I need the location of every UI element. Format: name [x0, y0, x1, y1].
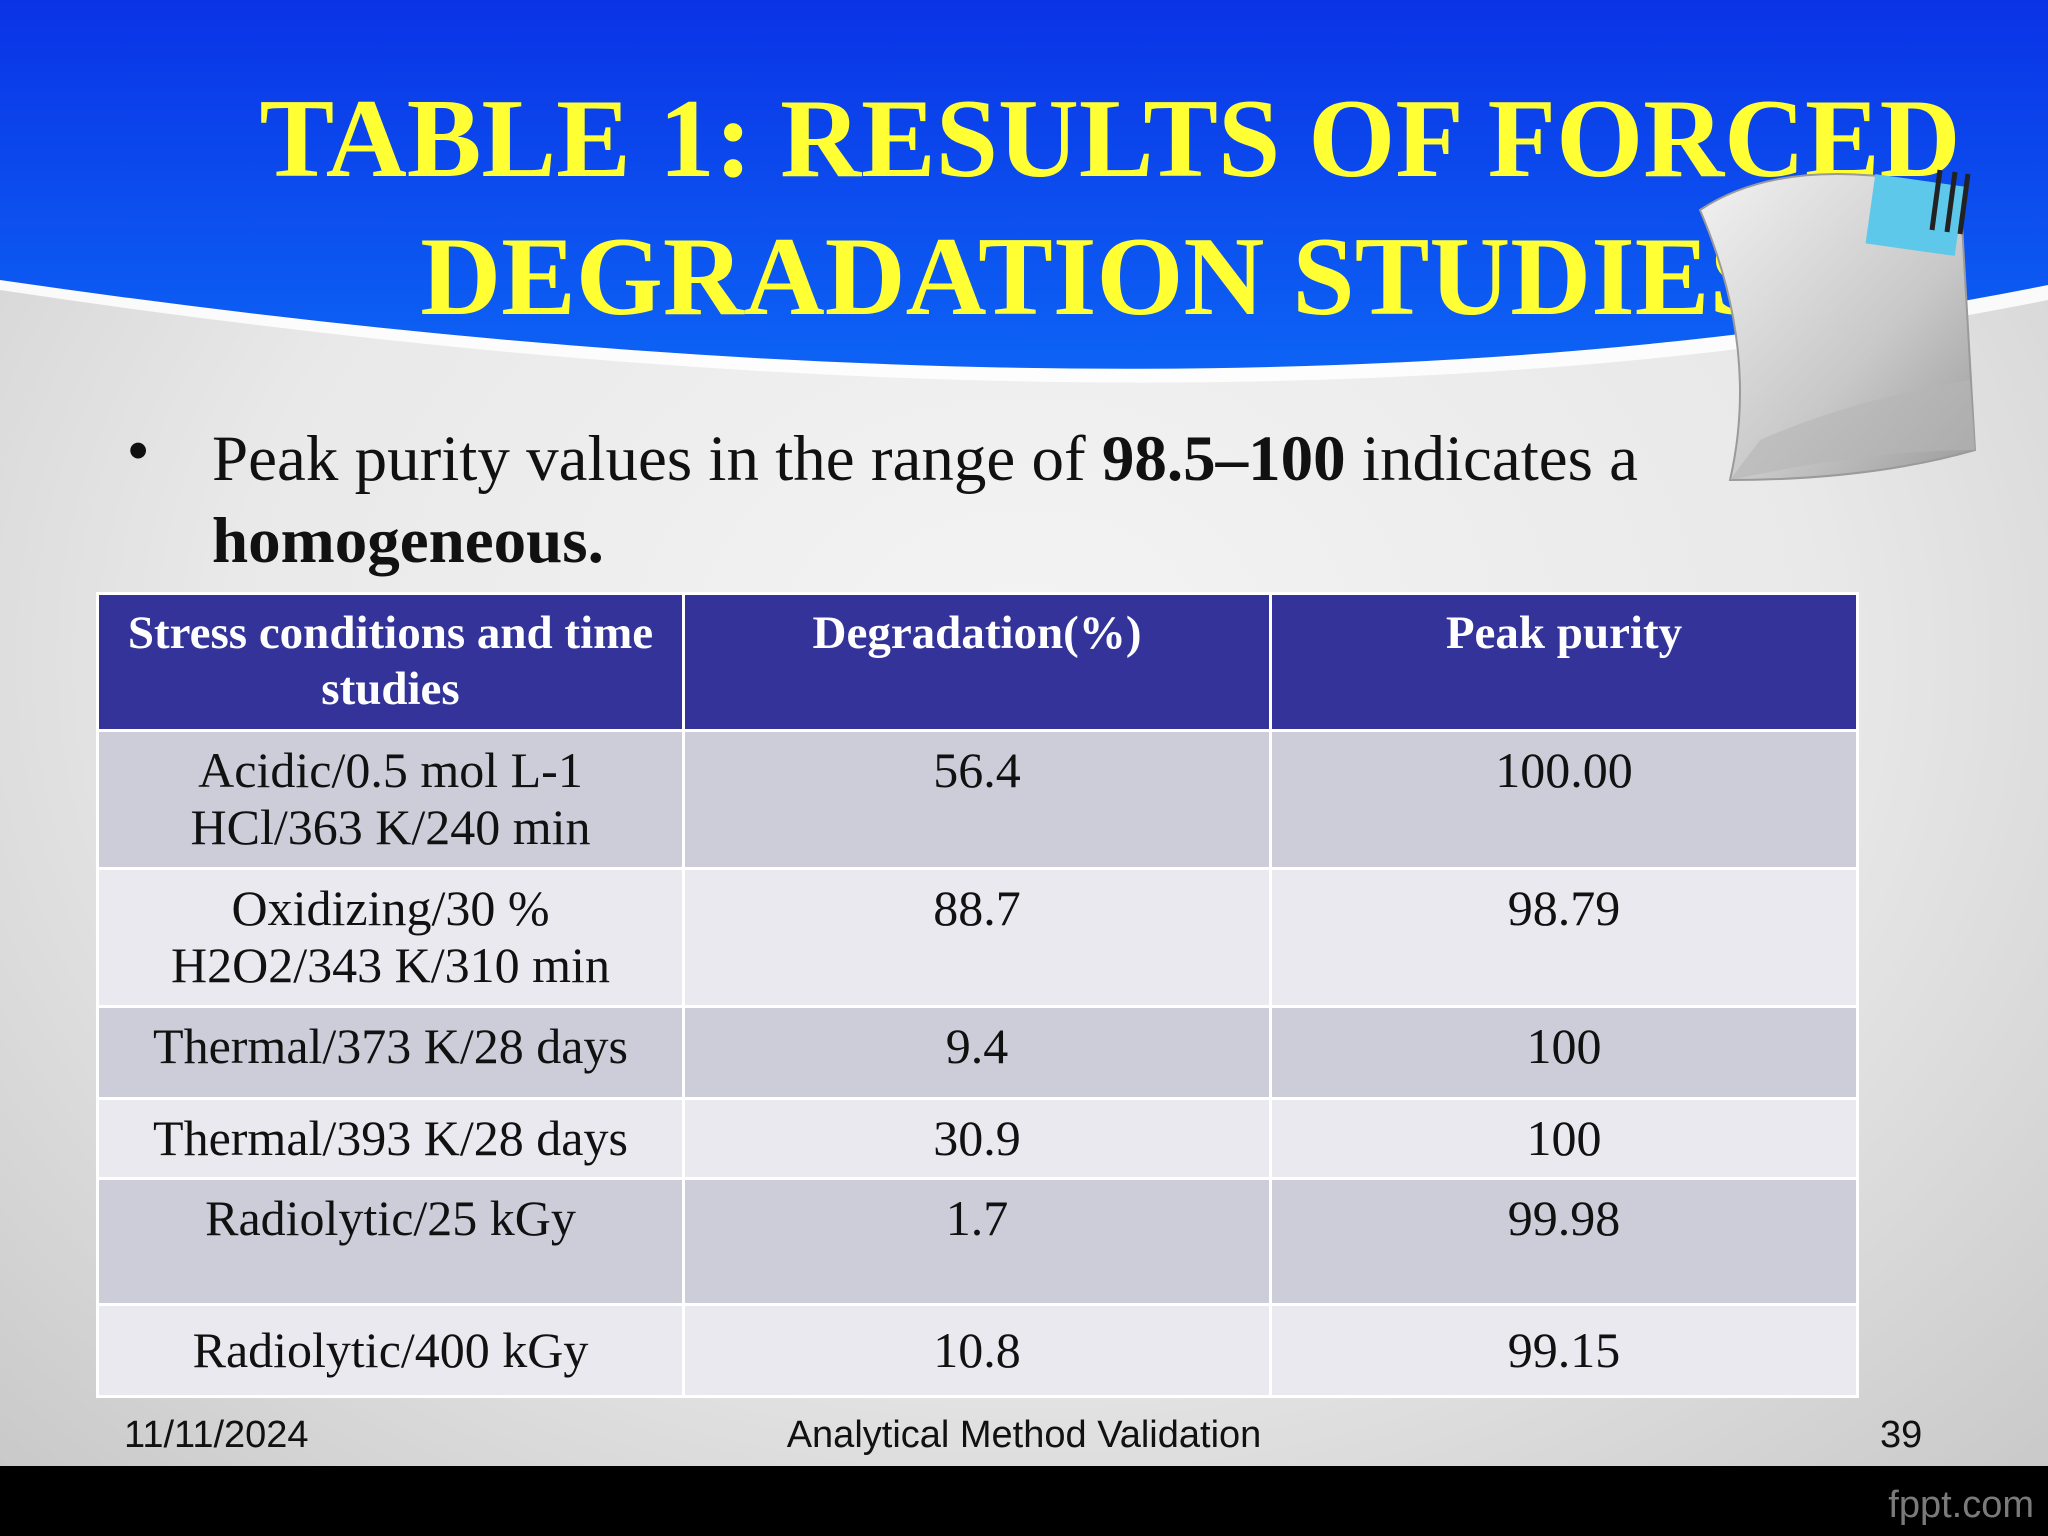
degradation-cell: 9.4 [682, 1005, 1272, 1100]
bullet-dot-icon: • [128, 418, 149, 483]
purity-cell: 100 [1269, 1097, 1859, 1180]
title-line-2: DEGRADATION STUDIES. [420, 215, 1800, 339]
condition-cell: Radiolytic/400 kGy [96, 1303, 685, 1398]
table-header-row: Stress conditions and time studies Degra… [96, 592, 1859, 732]
degradation-cell: 10.8 [682, 1303, 1272, 1398]
bullet-list: • Peak purity values in the range of 98.… [128, 418, 1728, 582]
degradation-cell: 88.7 [682, 867, 1272, 1008]
bullet-text-middle: indicates a [1345, 423, 1639, 495]
footer-title: Analytical Method Validation [786, 1414, 1262, 1456]
condition-cell: Thermal/393 K/28 days [96, 1097, 685, 1180]
condition-cell: Acidic/0.5 mol L-1 HCl/363 K/240 min [96, 729, 685, 870]
degradation-cell: 30.9 [682, 1097, 1272, 1180]
condition-line-2: HCl/363 K/240 min [190, 799, 591, 855]
condition-line-1: Acidic/0.5 mol L-1 [198, 742, 583, 798]
footer-page-number: 39 [1880, 1414, 1923, 1456]
bullet-text-before: Peak purity values in the range of [212, 423, 1102, 495]
purity-cell: 100.00 [1269, 729, 1859, 870]
condition-line-2: H2O2/343 K/310 min [171, 937, 610, 993]
condition-line-1: Oxidizing/30 % [231, 880, 550, 936]
purity-cell: 100 [1269, 1005, 1859, 1100]
header-banner [0, 0, 2048, 383]
bullet-bold-end: homogeneous. [212, 505, 604, 577]
header-stress-conditions: Stress conditions and time studies [96, 592, 685, 732]
condition-cell: Thermal/373 K/28 days [96, 1005, 685, 1100]
bottom-bar [0, 1466, 2048, 1536]
slide-title: TABLE 1: RESULTS OF FORCED DEGRADATION S… [120, 70, 2048, 346]
degradation-cell: 1.7 [682, 1177, 1272, 1306]
degradation-cell: 56.4 [682, 729, 1272, 870]
purity-cell: 98.79 [1269, 867, 1859, 1008]
paper-clip-decoration-icon [1698, 169, 1977, 482]
table-row: Oxidizing/30 % H2O2/343 K/310 min 88.7 98… [96, 867, 1859, 1008]
table-row: Thermal/393 K/28 days 30.9 100 [96, 1097, 1859, 1180]
degradation-table: Stress conditions and time studies Degra… [96, 592, 1859, 1398]
watermark: fppt.com [1888, 1484, 2034, 1526]
table-row: Acidic/0.5 mol L-1 HCl/363 K/240 min 56.4… [96, 729, 1859, 870]
header-degradation: Degradation(%) [682, 592, 1272, 732]
table-row: Thermal/373 K/28 days 9.4 100 [96, 1005, 1859, 1100]
table-row: Radiolytic/25 kGy 1.7 99.98 [96, 1177, 1859, 1306]
purity-cell: 99.15 [1269, 1303, 1859, 1398]
header-peak-purity: Peak purity [1269, 592, 1859, 732]
bullet-item: • Peak purity values in the range of 98.… [128, 418, 1728, 582]
title-line-1: TABLE 1: RESULTS OF FORCED [259, 77, 1961, 201]
purity-cell: 99.98 [1269, 1177, 1859, 1306]
table-row: Radiolytic/400 kGy 10.8 99.15 [96, 1303, 1859, 1398]
bullet-bold-range: 98.5–100 [1101, 423, 1346, 495]
condition-cell: Radiolytic/25 kGy [96, 1177, 685, 1306]
condition-cell: Oxidizing/30 % H2O2/343 K/310 min [96, 867, 685, 1008]
footer-date: 11/11/2024 [124, 1414, 309, 1456]
